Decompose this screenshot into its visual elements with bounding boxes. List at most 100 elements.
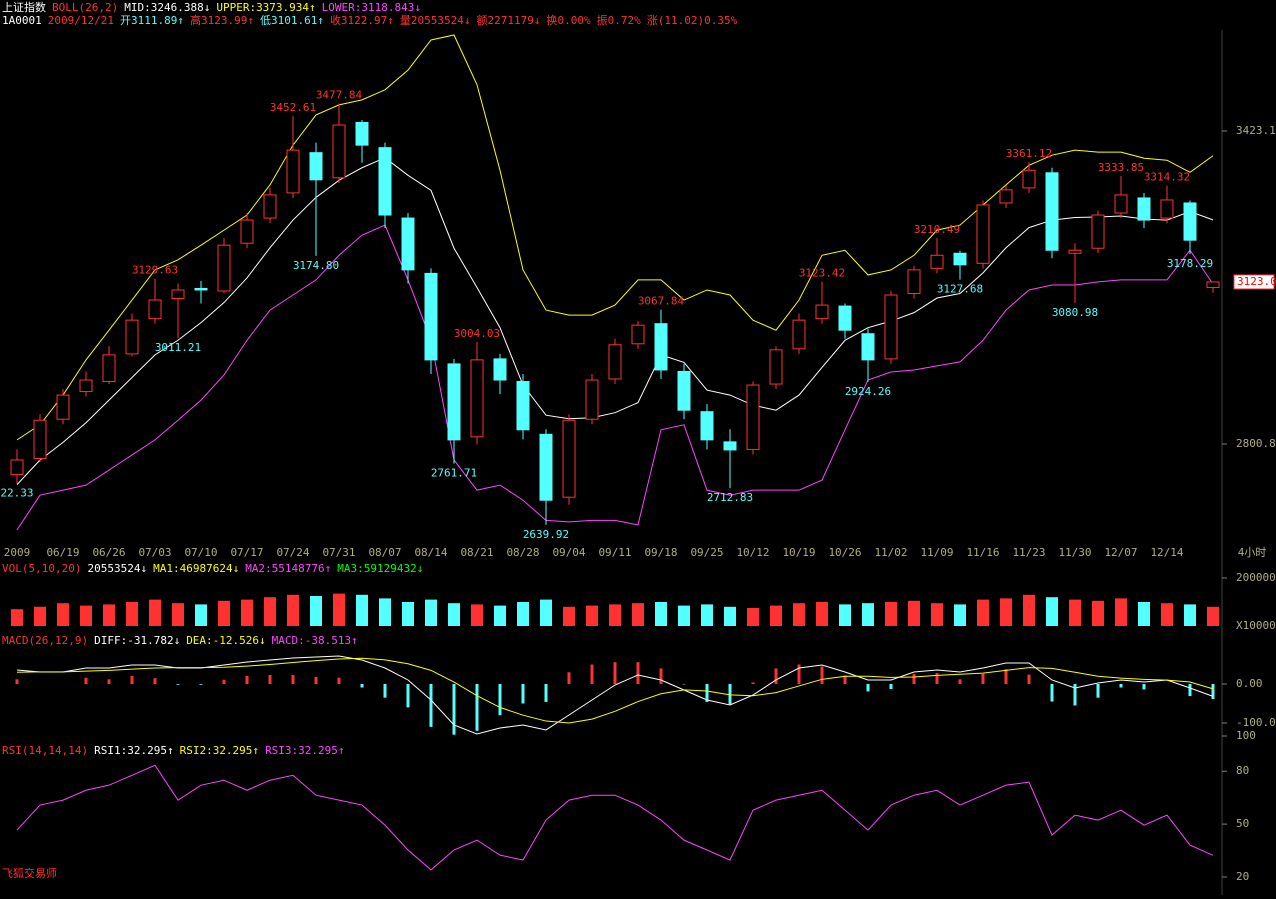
macd-bar bbox=[774, 668, 778, 685]
candle-body bbox=[125, 319, 139, 355]
high-label: 3314.32 bbox=[1144, 171, 1190, 184]
low-label: 2639.92 bbox=[523, 528, 569, 541]
volume-bar bbox=[1092, 600, 1104, 626]
high-label: 3123.42 bbox=[799, 267, 845, 280]
candle-body bbox=[1183, 202, 1197, 241]
legend-item: RSI2:32.295↑ bbox=[180, 744, 259, 757]
macd-bar bbox=[659, 668, 663, 685]
legend-item: DIFF:-31.782↓ bbox=[94, 634, 180, 647]
volume-bar bbox=[1000, 598, 1012, 626]
legend: RSI(14,14,14) RSI1:32.295↑ RSI2:32.295↑ RSI… bbox=[2, 744, 345, 757]
volume-bar bbox=[1207, 606, 1219, 626]
y-tick-label: 0.00 bbox=[1236, 677, 1263, 690]
macd-bar bbox=[360, 684, 364, 688]
legend-item: MA3:59129432↓ bbox=[337, 562, 423, 575]
volume-bar bbox=[977, 599, 989, 626]
candle-body bbox=[332, 124, 346, 179]
legend-item: RSI1:32.295↑ bbox=[94, 744, 173, 757]
high-label: 3477.84 bbox=[316, 88, 363, 101]
macd-bar bbox=[1050, 684, 1054, 702]
volume-bar bbox=[1138, 602, 1150, 626]
candle-body bbox=[723, 441, 737, 451]
volume-bar bbox=[839, 604, 851, 626]
price-tag: 3123.0 bbox=[1237, 275, 1276, 288]
macd-bar bbox=[1004, 669, 1008, 685]
legend-item: 涨(11.02)0.35% bbox=[647, 14, 738, 27]
macd-bar bbox=[590, 664, 594, 685]
legend-item: RSI(14,14,14) bbox=[2, 744, 88, 757]
volume-bar bbox=[264, 597, 276, 626]
volume-bar bbox=[471, 604, 483, 626]
candle-body bbox=[286, 149, 300, 194]
legend-item: 开3111.89↑ bbox=[120, 14, 184, 27]
candle-body bbox=[654, 323, 668, 371]
volume-bar bbox=[1161, 603, 1173, 626]
volume-bar bbox=[908, 600, 920, 626]
high-label: 3129.63 bbox=[132, 264, 178, 277]
high-label: 3361.12 bbox=[1006, 147, 1052, 160]
candle-body bbox=[539, 433, 553, 501]
price-tag-box bbox=[1233, 274, 1275, 290]
y-tick-label: 20 bbox=[1236, 870, 1249, 883]
candle-body bbox=[1022, 169, 1036, 189]
x-tick-label: 11/09 bbox=[920, 546, 953, 559]
legend-item: MA2:55148776↑ bbox=[245, 562, 331, 575]
volume-bar bbox=[149, 599, 161, 626]
macd-bar bbox=[337, 677, 341, 685]
candle-body bbox=[470, 359, 484, 438]
legend-item: 2009/12/21 bbox=[48, 14, 114, 27]
candle-body bbox=[608, 344, 622, 380]
legend-item: 振0.72% bbox=[597, 13, 641, 27]
macd-bar bbox=[705, 684, 709, 702]
x-tick-label: 09/04 bbox=[552, 546, 585, 559]
x-tick-label: 11/30 bbox=[1058, 546, 1091, 559]
volume-bar bbox=[655, 602, 667, 626]
x-tick-label: 12/14 bbox=[1150, 546, 1183, 559]
volume-bar bbox=[724, 606, 736, 626]
volume-bar bbox=[172, 603, 184, 626]
low-label: 2924.26 bbox=[845, 385, 891, 398]
x-tick-label: 07/03 bbox=[138, 546, 171, 559]
volume-bar bbox=[793, 603, 805, 626]
macd-bar bbox=[544, 684, 548, 702]
volume-bar bbox=[57, 603, 69, 626]
legend-item: MID:3246.388↓ bbox=[124, 1, 210, 14]
x-tick-label: 07/17 bbox=[230, 546, 263, 559]
volume-bar bbox=[402, 602, 414, 626]
candle-body bbox=[677, 370, 691, 411]
volume-bar bbox=[678, 605, 690, 626]
legend-item: MACD(26,12,9) bbox=[2, 634, 88, 647]
volume-bar bbox=[126, 602, 138, 626]
volume-bar bbox=[816, 602, 828, 626]
y-tick-label: 200000 bbox=[1236, 571, 1276, 584]
legend-item: 1A0001 bbox=[2, 14, 42, 27]
macd-bar bbox=[981, 673, 985, 685]
volume-bar bbox=[218, 600, 230, 626]
x-tick-label: 06/19 bbox=[46, 546, 79, 559]
low-label: 2712.83 bbox=[707, 491, 753, 504]
candle-body bbox=[930, 254, 944, 269]
x-tick-label: 07/31 bbox=[322, 546, 355, 559]
boll-line bbox=[16, 34, 1214, 441]
x-tick-label: 06/26 bbox=[92, 546, 125, 559]
macd-bar bbox=[1027, 674, 1031, 685]
volume-bar bbox=[517, 602, 529, 626]
boll-line bbox=[16, 157, 1214, 485]
legend: 上证指数 BOLL(26,2) MID:3246.388↓ UPPER:3373.93… bbox=[2, 0, 421, 14]
legend-item: VOL(5,10,20) bbox=[2, 562, 81, 575]
candle-body bbox=[1045, 172, 1059, 251]
x-tick-label: 11/23 bbox=[1012, 546, 1045, 559]
volume-bar bbox=[241, 599, 253, 626]
macd-bar bbox=[636, 662, 640, 685]
volume-bar bbox=[954, 604, 966, 626]
x-tick-label: 12/07 bbox=[1104, 546, 1137, 559]
legend-item: 20553524↓ bbox=[87, 562, 147, 575]
volume-bar bbox=[609, 604, 621, 626]
macd-bar bbox=[406, 684, 410, 708]
high-label: 3004.03 bbox=[454, 327, 500, 340]
legend-item: 收3122.97↑ bbox=[330, 13, 394, 27]
legend-item: 上证指数 bbox=[2, 0, 46, 14]
candle-body bbox=[976, 204, 990, 264]
legend-item: 高3123.99↑ bbox=[190, 13, 254, 27]
candle-body bbox=[815, 304, 829, 320]
